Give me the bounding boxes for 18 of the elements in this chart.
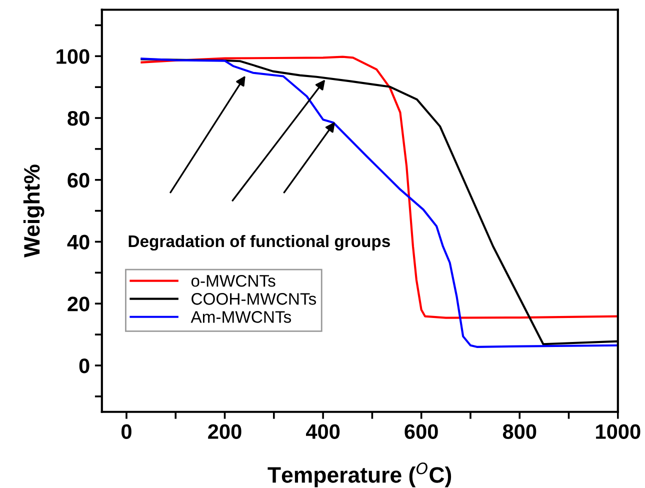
x-tick-label: 600	[404, 424, 438, 439]
y-tick-label: 80	[68, 111, 90, 126]
legend-label: Am-MWCNTs	[190, 311, 292, 323]
y-axis-title: Weight%	[23, 164, 44, 258]
y-tick-label: 20	[68, 296, 90, 312]
x-tick-label: 400	[306, 424, 340, 439]
y-tick-label: 100	[56, 49, 90, 64]
x-tick-label: 0	[122, 424, 132, 439]
x-axis-title: Temperature ($^{O}$C)	[268, 462, 452, 488]
annotation: Degradation of functional groups	[128, 234, 390, 251]
y-tick-label: 40	[67, 234, 90, 250]
y-tick-label: 0	[79, 358, 90, 374]
legend-label: o-MWCNTs	[191, 274, 276, 287]
x-tick-label: 1000	[596, 424, 640, 439]
y-tick-label: 60	[68, 172, 90, 188]
x-tick-label: 800	[502, 424, 536, 439]
x-tick-label: 200	[208, 424, 242, 439]
legend-label: COOH-MWCNTs	[192, 293, 316, 305]
